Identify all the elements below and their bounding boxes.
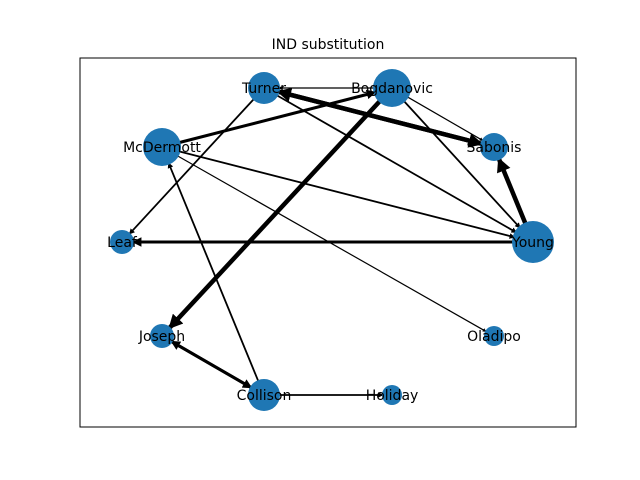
node-label-holiday: Holiday [366,388,419,404]
edge-mcdermott-to-young [178,150,516,239]
node-label-joseph: Joseph [138,329,185,345]
node-label-oladipo: Oladipo [467,329,521,345]
node-label-bogdanovic: Bogdanovic [351,81,433,97]
edge-bogdanovic-to-sabonis [406,96,484,142]
node-holiday [382,385,402,405]
node-turner [248,72,280,104]
edge-collison-to-joseph [170,340,253,390]
node-label-leaf: Leaf [107,235,138,251]
node-label-young: Young [511,235,554,251]
edge-turner-to-leaf [128,97,255,235]
plot-frame [79,57,577,428]
labels-layer: Turner Bogdanovic McDermott Sabonis Leaf Youn… [107,81,554,404]
node-label-collison: Collison [237,388,292,404]
node-bogdanovic [373,69,411,107]
edge-young-to-sabonis [496,157,528,226]
edge-bogdanovic-to-young [402,100,521,229]
node-joseph [150,324,174,348]
graph-title: IND substitution [272,37,385,53]
node-label-sabonis: Sabonis [467,140,522,156]
node-sabonis [480,133,508,161]
edge-turner-to-young [276,94,518,234]
edge-bogdanovic-to-joseph [167,99,383,330]
node-oladipo [484,326,504,346]
nodes-layer [110,69,554,411]
node-young [512,221,554,263]
node-label-mcdermott: McDermott [123,140,201,156]
node-label-turner: Turner [241,81,286,97]
edge-mcdermott-to-oladipo [176,154,487,333]
edge-mcdermott-to-bogdanovic [178,89,377,145]
edge-collison-to-mcdermott [167,162,260,383]
edges-layer [128,86,528,398]
node-mcdermott [143,128,181,166]
edge-turner-to-sabonis [277,89,484,148]
node-leaf [110,230,134,254]
node-collison [248,379,280,411]
